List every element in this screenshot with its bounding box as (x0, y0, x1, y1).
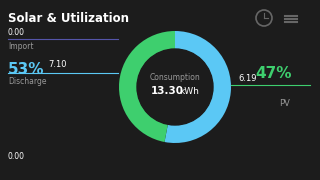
Text: 47%: 47% (255, 66, 292, 81)
Text: PV: PV (280, 99, 291, 108)
Text: Consumption: Consumption (150, 73, 200, 82)
Text: 13.30: 13.30 (150, 86, 183, 96)
Wedge shape (119, 31, 175, 142)
Text: Import: Import (8, 42, 34, 51)
Circle shape (137, 49, 213, 125)
Text: kWh: kWh (179, 87, 199, 96)
Wedge shape (164, 31, 231, 143)
Text: Solar & Utilization: Solar & Utilization (8, 12, 129, 25)
Text: 6.19: 6.19 (238, 74, 257, 83)
Text: 7.10: 7.10 (48, 60, 67, 69)
Text: 53%: 53% (8, 62, 44, 77)
Text: 0.00: 0.00 (8, 152, 25, 161)
Text: 0.00: 0.00 (8, 28, 25, 37)
Text: Discharge: Discharge (8, 77, 46, 86)
